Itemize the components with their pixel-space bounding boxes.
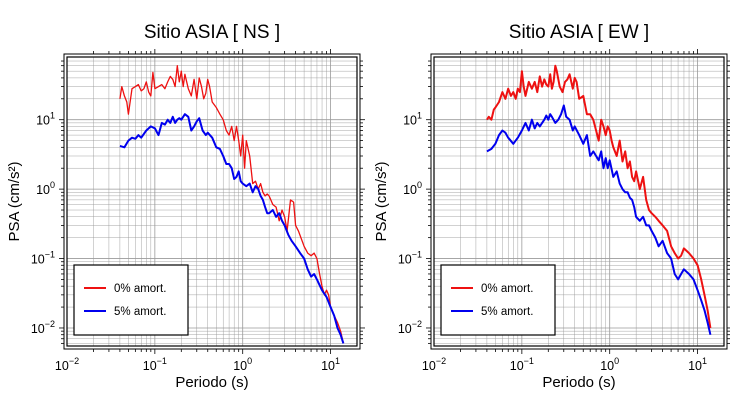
x-tick-label: 101 <box>688 356 707 373</box>
plot-frame-outer <box>430 53 728 350</box>
x-tick-label: 101 <box>321 356 340 373</box>
x-tick-label-base: 10 <box>688 359 702 373</box>
tick-marks <box>59 49 365 354</box>
legend: 0% amort. 5% amort. <box>440 264 556 336</box>
y-tick-label: 100 <box>403 180 422 197</box>
legend: 0% amort. 5% amort. <box>73 264 189 336</box>
y-axis-label: PSA (cm/s²) <box>6 161 23 241</box>
y-tick-label-exp: 1 <box>417 111 422 121</box>
legend-box <box>73 264 189 336</box>
x-tick-label-exp: −2 <box>436 356 446 366</box>
x-axis-label: Periodo (s) <box>175 374 248 391</box>
x-tick-label: 10−2 <box>55 356 79 373</box>
legend-label: 5% amort. <box>114 306 166 318</box>
y-tick-label-exp: −1 <box>412 250 422 260</box>
plot-frame <box>433 56 725 347</box>
x-tick-label-base: 10 <box>600 359 614 373</box>
legend-label: 0% amort. <box>114 283 166 295</box>
x-tick-label-base: 10 <box>55 359 69 373</box>
y-tick-label-exp: −2 <box>45 319 55 329</box>
y-tick-label-base: 10 <box>403 183 417 197</box>
series-line-amort-0 <box>486 64 712 329</box>
plot-frame-outer <box>63 53 361 350</box>
x-tick-label: 100 <box>233 356 252 373</box>
x-tick-label-base: 10 <box>510 359 524 373</box>
legend-label: 5% amort. <box>481 306 533 318</box>
x-tick-label-base: 10 <box>422 359 436 373</box>
legend-box <box>440 264 556 336</box>
series-line-amort-5 <box>119 113 345 344</box>
y-axis-label: PSA (cm/s²) <box>373 161 390 241</box>
x-axis-label: Periodo (s) <box>542 374 615 391</box>
x-tick-label-base: 10 <box>143 359 157 373</box>
x-tick-label: 10−1 <box>143 356 167 373</box>
x-tick-label-exp: 0 <box>247 356 252 366</box>
x-tick-label: 10−2 <box>422 356 446 373</box>
y-tick-label-base: 10 <box>398 322 412 336</box>
plot-frame <box>66 56 358 347</box>
y-tick-label-base: 10 <box>398 253 412 267</box>
series-line-amort-0 <box>119 65 345 344</box>
chart-title: Sitio ASIA [ EW ] <box>509 22 649 43</box>
y-tick-label-base: 10 <box>403 114 417 128</box>
y-tick-label: 10−2 <box>398 319 422 336</box>
x-tick-label-exp: 0 <box>614 356 619 366</box>
x-tick-label-exp: 1 <box>702 356 707 366</box>
chart-title: Sitio ASIA [ NS ] <box>144 22 280 43</box>
x-tick-label-base: 10 <box>233 359 247 373</box>
y-tick-label-exp: 1 <box>50 111 55 121</box>
y-tick-label: 10−1 <box>31 250 55 267</box>
series-line-amort-5 <box>486 104 712 335</box>
x-tick-label-exp: −2 <box>69 356 79 366</box>
tick-marks <box>426 49 730 354</box>
x-tick-label-base: 10 <box>321 359 335 373</box>
y-tick-label: 101 <box>36 111 55 128</box>
x-tick-label-exp: 1 <box>335 356 340 366</box>
y-tick-label-base: 10 <box>31 253 45 267</box>
y-tick-label-exp: −2 <box>412 319 422 329</box>
x-tick-label: 100 <box>600 356 619 373</box>
y-tick-label: 100 <box>36 180 55 197</box>
y-tick-label-exp: 0 <box>417 180 422 190</box>
y-tick-label: 10−1 <box>398 250 422 267</box>
y-tick-label-base: 10 <box>36 183 50 197</box>
x-tick-label-exp: −1 <box>157 356 167 366</box>
x-tick-label-exp: −1 <box>524 356 534 366</box>
legend-label: 0% amort. <box>481 283 533 295</box>
x-tick-label: 10−1 <box>510 356 534 373</box>
y-tick-label-base: 10 <box>36 114 50 128</box>
y-tick-label: 101 <box>403 111 422 128</box>
y-tick-label-exp: 0 <box>50 180 55 190</box>
y-tick-label: 10−2 <box>31 319 55 336</box>
y-tick-label-exp: −1 <box>45 250 55 260</box>
y-tick-label-base: 10 <box>31 322 45 336</box>
